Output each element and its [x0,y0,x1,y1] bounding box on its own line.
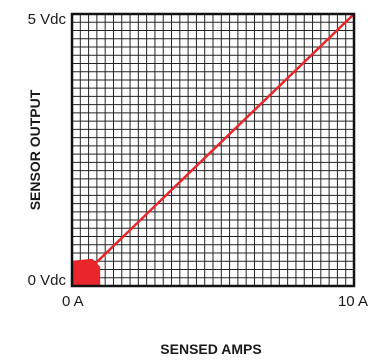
y-tick-label-min: 0 Vdc [28,272,67,289]
y-tick-label-max: 5 Vdc [28,11,67,28]
x-axis-title: SENSED AMPS [160,341,261,357]
series-line [71,13,355,287]
y-axis-title: SENSOR OUTPUT [27,89,43,210]
grid [72,14,354,286]
plot-frame [70,12,356,288]
x-tick-label-max: 10 A [338,293,368,310]
x-tick-label-min: 0 A [62,293,84,310]
